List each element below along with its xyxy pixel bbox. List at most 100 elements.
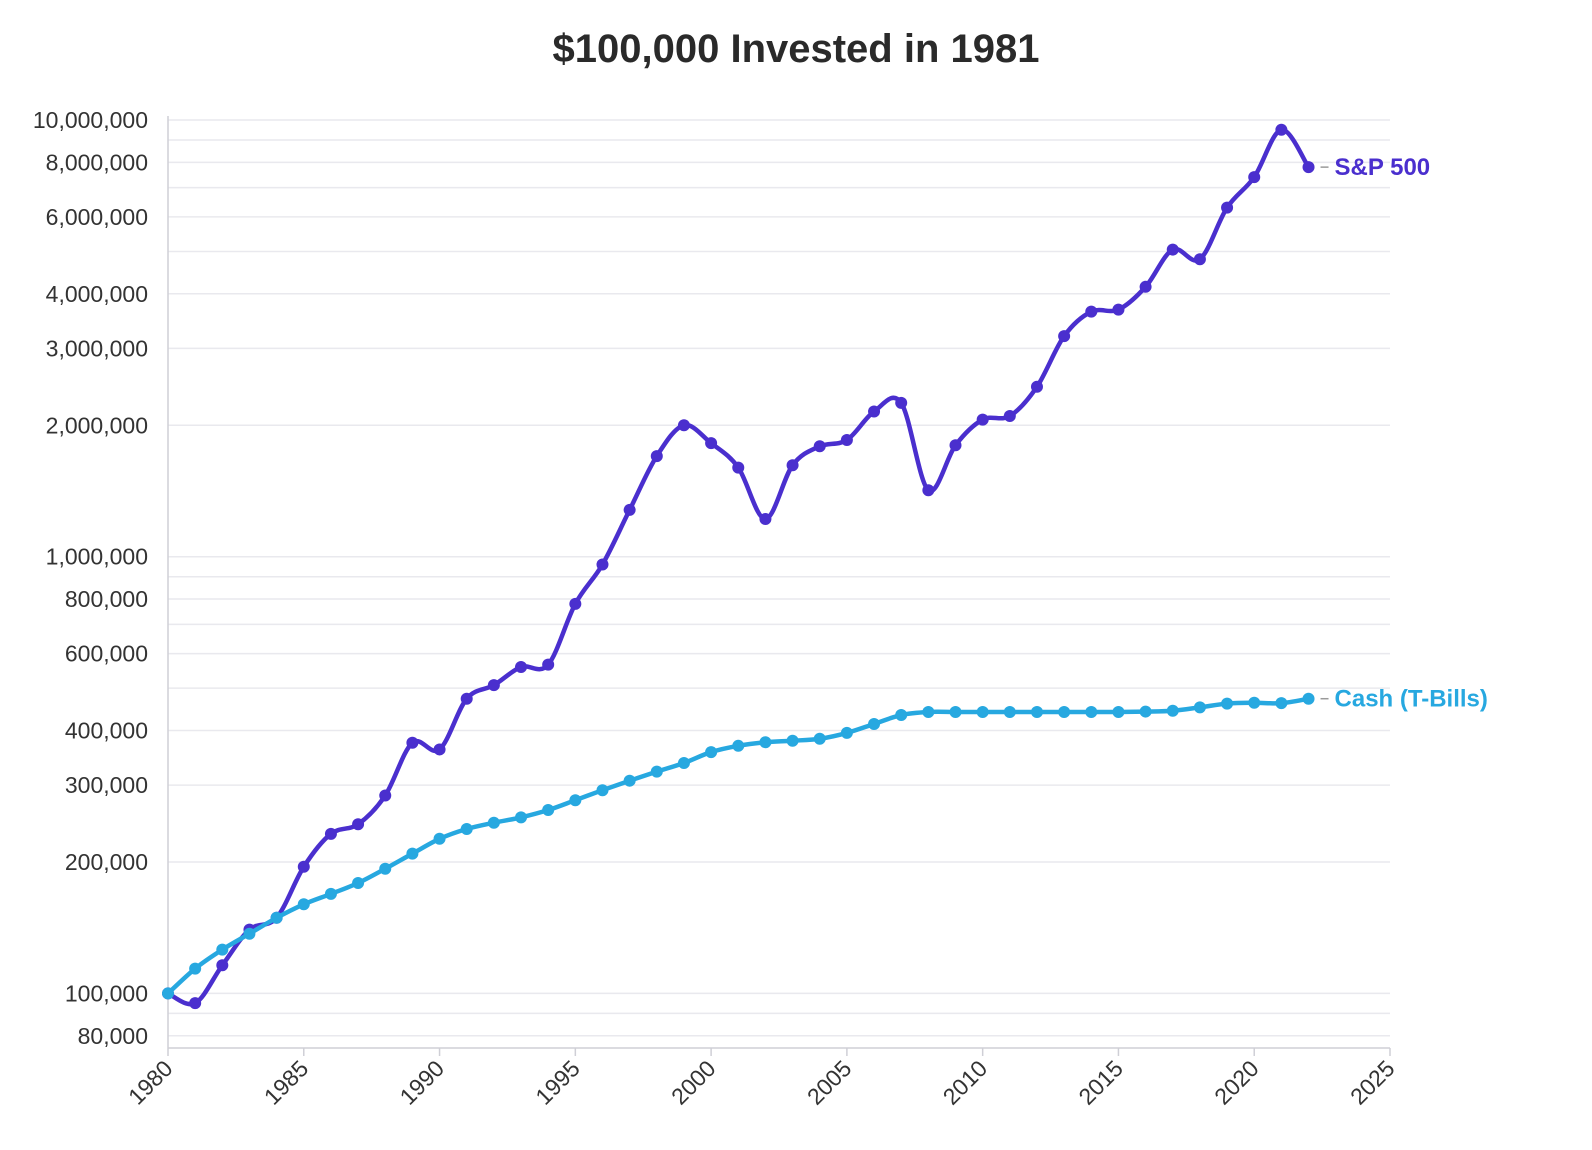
data-point-s-p-500 <box>677 419 690 432</box>
data-point-cash-t-bills <box>1058 705 1071 718</box>
data-point-cash-t-bills <box>922 705 935 718</box>
y-tick-label: 400,000 <box>65 718 148 744</box>
data-point-s-p-500 <box>569 597 582 610</box>
data-point-cash-t-bills <box>433 832 446 845</box>
data-point-s-p-500 <box>1302 161 1315 174</box>
y-tick-label: 2,000,000 <box>46 412 148 438</box>
y-tick-label: 300,000 <box>65 772 148 798</box>
data-point-s-p-500 <box>1275 123 1288 136</box>
data-point-cash-t-bills <box>324 887 337 900</box>
data-point-cash-t-bills <box>352 877 365 890</box>
x-axis-ticks: 1980 1985 1990 1995 2000 2005 2010 2015 2020 2025 <box>123 1048 1400 1110</box>
data-point-s-p-500 <box>1193 253 1206 266</box>
data-point-cash-t-bills <box>949 705 962 718</box>
series-label-s-p-500: S&P 500 <box>1335 154 1431 181</box>
y-tick-label: 3,000,000 <box>46 335 148 361</box>
y-tick-label: 1,000,000 <box>46 544 148 570</box>
data-point-cash-t-bills <box>596 784 609 797</box>
y-tick-label: 8,000,000 <box>46 149 148 175</box>
y-tick-label: 4,000,000 <box>46 281 148 307</box>
data-point-cash-t-bills <box>1221 697 1234 710</box>
data-point-cash-t-bills <box>460 822 473 835</box>
data-point-s-p-500 <box>1085 305 1098 318</box>
data-point-cash-t-bills <box>162 987 174 1000</box>
data-point-cash-t-bills <box>515 811 528 824</box>
x-tick-label: 2015 <box>1073 1055 1128 1110</box>
data-point-cash-t-bills <box>677 757 690 770</box>
data-point-cash-t-bills <box>1139 705 1152 718</box>
chart-title: $100,000 Invested in 1981 <box>553 27 1040 71</box>
data-point-cash-t-bills <box>1248 696 1261 709</box>
data-point-cash-t-bills <box>1112 705 1125 718</box>
data-point-s-p-500 <box>976 413 989 426</box>
data-point-cash-t-bills <box>1166 704 1179 717</box>
x-tick-label: 2010 <box>938 1055 993 1110</box>
data-point-s-p-500 <box>596 558 609 571</box>
data-point-s-p-500 <box>324 827 337 840</box>
data-point-s-p-500 <box>895 396 908 409</box>
data-point-s-p-500 <box>352 818 365 831</box>
data-point-cash-t-bills <box>1193 701 1206 714</box>
data-point-cash-t-bills <box>406 847 419 860</box>
data-point-s-p-500 <box>542 658 555 671</box>
data-point-cash-t-bills <box>216 943 229 956</box>
data-point-s-p-500 <box>379 789 392 802</box>
data-point-s-p-500 <box>216 959 229 972</box>
data-point-cash-t-bills <box>840 726 853 739</box>
x-tick-label: 1980 <box>123 1055 178 1110</box>
y-tick-label: 200,000 <box>65 849 148 875</box>
y-tick-label: 6,000,000 <box>46 204 148 230</box>
data-point-cash-t-bills <box>976 705 989 718</box>
data-point-cash-t-bills <box>650 765 663 778</box>
data-point-s-p-500 <box>433 743 446 756</box>
gridlines <box>168 119 1390 1037</box>
data-point-cash-t-bills <box>759 736 772 749</box>
data-point-s-p-500 <box>650 450 663 463</box>
data-point-cash-t-bills <box>189 962 202 975</box>
data-point-cash-t-bills <box>243 927 256 940</box>
series-label-cash-t-bills: Cash (T-Bills) <box>1335 686 1488 713</box>
data-point-cash-t-bills <box>297 898 310 911</box>
y-tick-label: 80,000 <box>78 1023 148 1049</box>
data-point-s-p-500 <box>840 434 853 447</box>
series-s-p-500: S&P 500 <box>162 123 1431 1010</box>
data-point-s-p-500 <box>189 997 202 1010</box>
x-tick-label: 1990 <box>395 1055 450 1110</box>
data-point-s-p-500 <box>1003 409 1016 422</box>
data-point-s-p-500 <box>868 405 881 418</box>
x-tick-label: 2000 <box>666 1055 721 1110</box>
data-point-cash-t-bills <box>732 739 745 752</box>
series-line-s-p-500 <box>165 127 1311 1007</box>
data-point-cash-t-bills <box>786 734 799 747</box>
data-point-s-p-500 <box>515 661 528 674</box>
data-point-cash-t-bills <box>270 911 283 924</box>
series-group: S&P 500 Cash (T-Bills) <box>162 123 1488 1010</box>
data-point-s-p-500 <box>1058 330 1071 343</box>
data-point-cash-t-bills <box>379 862 392 875</box>
data-point-s-p-500 <box>949 439 962 452</box>
data-point-s-p-500 <box>1166 243 1179 256</box>
data-point-s-p-500 <box>705 437 718 450</box>
x-tick-label: 1985 <box>259 1055 314 1110</box>
axes <box>167 116 1390 1049</box>
y-tick-label: 10,000,000 <box>33 107 148 133</box>
data-point-cash-t-bills <box>569 794 582 807</box>
y-tick-label: 600,000 <box>65 641 148 667</box>
data-point-cash-t-bills <box>623 774 636 787</box>
data-point-cash-t-bills <box>1302 692 1315 705</box>
data-point-cash-t-bills <box>813 732 826 745</box>
data-point-s-p-500 <box>1139 280 1152 293</box>
data-point-s-p-500 <box>1221 201 1234 214</box>
data-point-s-p-500 <box>732 461 745 474</box>
x-tick-label: 1995 <box>530 1055 585 1110</box>
data-point-cash-t-bills <box>895 709 908 722</box>
y-tick-label: 100,000 <box>65 980 148 1006</box>
data-point-cash-t-bills <box>1030 705 1043 718</box>
data-point-s-p-500 <box>623 503 636 516</box>
data-point-cash-t-bills <box>705 746 718 759</box>
data-point-s-p-500 <box>1112 303 1125 316</box>
data-point-s-p-500 <box>759 513 772 526</box>
y-axis-ticks: 80,000 100,000 200,000 300,000 400,000 600,00… <box>33 107 148 1049</box>
data-point-s-p-500 <box>460 692 473 705</box>
